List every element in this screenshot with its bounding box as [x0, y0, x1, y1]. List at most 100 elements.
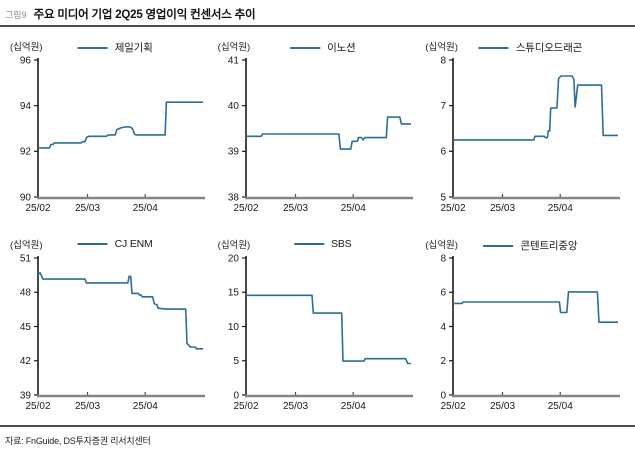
legend: 스튜디오드래곤 [478, 40, 583, 55]
legend-line-icon [483, 244, 514, 247]
chart-contentree-joongang: (십억원) 콘텐트리중앙 0 2 4 6 8 25/02 25/03 25/04 [423, 235, 629, 419]
chart-top-row: (십억원) 제일기획 [8, 37, 214, 55]
x-tick-label: 25/04 [340, 203, 365, 214]
x-tick-label: 25/03 [283, 203, 308, 214]
y-tick-label: 5 [233, 356, 239, 367]
y-tick-label: 90 [20, 192, 32, 203]
x-tick-label: 25/04 [133, 401, 158, 412]
x-tick-label: 25/04 [133, 203, 158, 214]
x-tick-label: 25/04 [340, 401, 365, 412]
legend-line-icon [290, 46, 321, 49]
chart-top-row: (십억원) 콘텐트리중앙 [423, 235, 629, 253]
x-tick-label: 25/03 [490, 401, 515, 412]
series-line [245, 294, 411, 365]
line-chart: 90 92 94 96 25/02 25/03 25/04 [20, 55, 205, 214]
y-tick-label: 5 [441, 192, 447, 203]
x-tick-label: 25/02 [233, 203, 258, 214]
y-tick-label: 40 [228, 101, 240, 112]
charts-grid: (십억원) 제일기획 90 92 94 96 25/02 25/03 25/04 (십억원)… [0, 27, 635, 419]
series-line [37, 271, 203, 350]
y-tick-label: 94 [20, 101, 32, 112]
y-tick-label: 48 [20, 288, 32, 299]
y-tick-label: 39 [228, 147, 240, 158]
x-tick-label: 25/02 [25, 401, 50, 412]
chart-top-row: (십억원) 스튜디오드래곤 [423, 37, 629, 55]
y-tick-label: 92 [20, 147, 32, 158]
page-title: 주요 미디어 기업 2Q25 영업이익 컨센서스 추이 [33, 9, 256, 21]
x-tick-label: 25/04 [548, 401, 573, 412]
y-tick-label: 15 [228, 288, 240, 299]
axis-unit-label: (십억원) [217, 42, 251, 53]
legend-label: 제일기획 [114, 42, 153, 54]
axis-unit-label: (십억원) [10, 240, 43, 251]
chart-top-row: (십억원) SBS [216, 235, 422, 251]
figure-footer: 자료: FnGuide, DS투자증권 리서치센터 [0, 425, 635, 449]
legend-label: 스튜디오드래곤 [515, 42, 583, 54]
legend-line-icon [77, 46, 108, 49]
y-tick-label: 20 [228, 253, 240, 264]
series-line [38, 101, 203, 149]
y-tick-label: 45 [20, 322, 32, 333]
x-tick-label: 25/03 [75, 203, 100, 214]
y-tick-label: 0 [441, 390, 447, 401]
y-tick-label: 6 [441, 288, 447, 299]
series-line [245, 116, 411, 150]
source-note: 자료: FnGuide, DS투자증권 리서치센터 [5, 436, 151, 446]
y-tick-label: 41 [228, 55, 240, 66]
y-tick-label: 7 [441, 101, 447, 112]
series-line [453, 75, 619, 141]
chart-sbs: (십억원) SBS 0 5 10 15 20 25/02 25/03 25/04 [216, 235, 422, 419]
axis-unit-label: (십억원) [425, 42, 458, 53]
line-chart: 39 42 45 48 51 25/02 25/03 25/04 [20, 253, 205, 412]
chart-top-row: (십억원) 이노션 [216, 37, 422, 55]
legend-label: CJ ENM [114, 238, 153, 250]
line-chart: 0 2 4 6 8 25/02 25/03 25/04 [441, 253, 621, 412]
chart-innocean: (십억원) 이노션 38 39 40 41 25/02 25/03 25/04 [216, 37, 422, 221]
chart-cj-enm: (십억원) CJ ENM 39 42 45 48 51 25/02 25/03 25/04 [8, 235, 214, 419]
legend-label: SBS [331, 238, 352, 250]
x-tick-label: 25/04 [548, 203, 573, 214]
y-tick-label: 96 [20, 55, 32, 66]
y-tick-label: 8 [441, 253, 447, 264]
legend-label: 콘텐트리중앙 [520, 240, 578, 252]
line-chart: 5 6 7 8 25/02 25/03 25/04 [441, 55, 621, 214]
y-tick-label: 6 [441, 147, 447, 158]
y-tick-label: 39 [20, 390, 32, 401]
y-tick-label: 0 [233, 390, 239, 401]
chart-studio-dragon: (십억원) 스튜디오드래곤 5 6 7 8 25/02 25/03 25/04 [423, 37, 629, 221]
figure-header: 그림9 주요 미디어 기업 2Q25 영업이익 컨센서스 추이 [0, 0, 635, 27]
figure-number-label: 그림9 [5, 10, 27, 20]
x-tick-label: 25/02 [233, 401, 258, 412]
x-tick-label: 25/02 [441, 401, 466, 412]
legend-line-icon [77, 243, 108, 245]
x-tick-label: 25/03 [283, 401, 308, 412]
line-chart: 0 5 10 15 20 25/02 25/03 25/04 [228, 253, 413, 412]
legend: 이노션 [290, 40, 356, 55]
legend-label: 이노션 [327, 42, 356, 54]
line-chart: 38 39 40 41 25/02 25/03 25/04 [228, 55, 413, 214]
axis-unit-label: (십억원) [10, 42, 43, 53]
legend: 제일기획 [77, 40, 153, 55]
legend: CJ ENM [77, 238, 153, 250]
chart-top-row: (십억원) CJ ENM [8, 235, 214, 251]
x-tick-label: 25/03 [490, 203, 515, 214]
y-tick-label: 8 [441, 55, 447, 66]
y-tick-label: 10 [228, 322, 240, 333]
series-line [453, 291, 619, 323]
y-tick-label: 4 [441, 322, 447, 333]
x-tick-label: 25/03 [75, 401, 100, 412]
x-tick-label: 25/02 [441, 203, 466, 214]
legend: SBS [294, 238, 352, 250]
axis-unit-label: (십억원) [217, 240, 251, 251]
legend-line-icon [478, 46, 509, 49]
legend: 콘텐트리중앙 [483, 238, 578, 253]
x-tick-label: 25/02 [25, 203, 50, 214]
y-tick-label: 2 [441, 356, 447, 367]
y-tick-label: 42 [20, 356, 32, 367]
y-tick-label: 51 [20, 253, 32, 264]
y-tick-label: 38 [228, 192, 240, 203]
chart-cheil-worldwide: (십억원) 제일기획 90 92 94 96 25/02 25/03 25/04 [8, 37, 214, 221]
legend-line-icon [294, 243, 325, 245]
axis-unit-label: (십억원) [425, 240, 458, 251]
